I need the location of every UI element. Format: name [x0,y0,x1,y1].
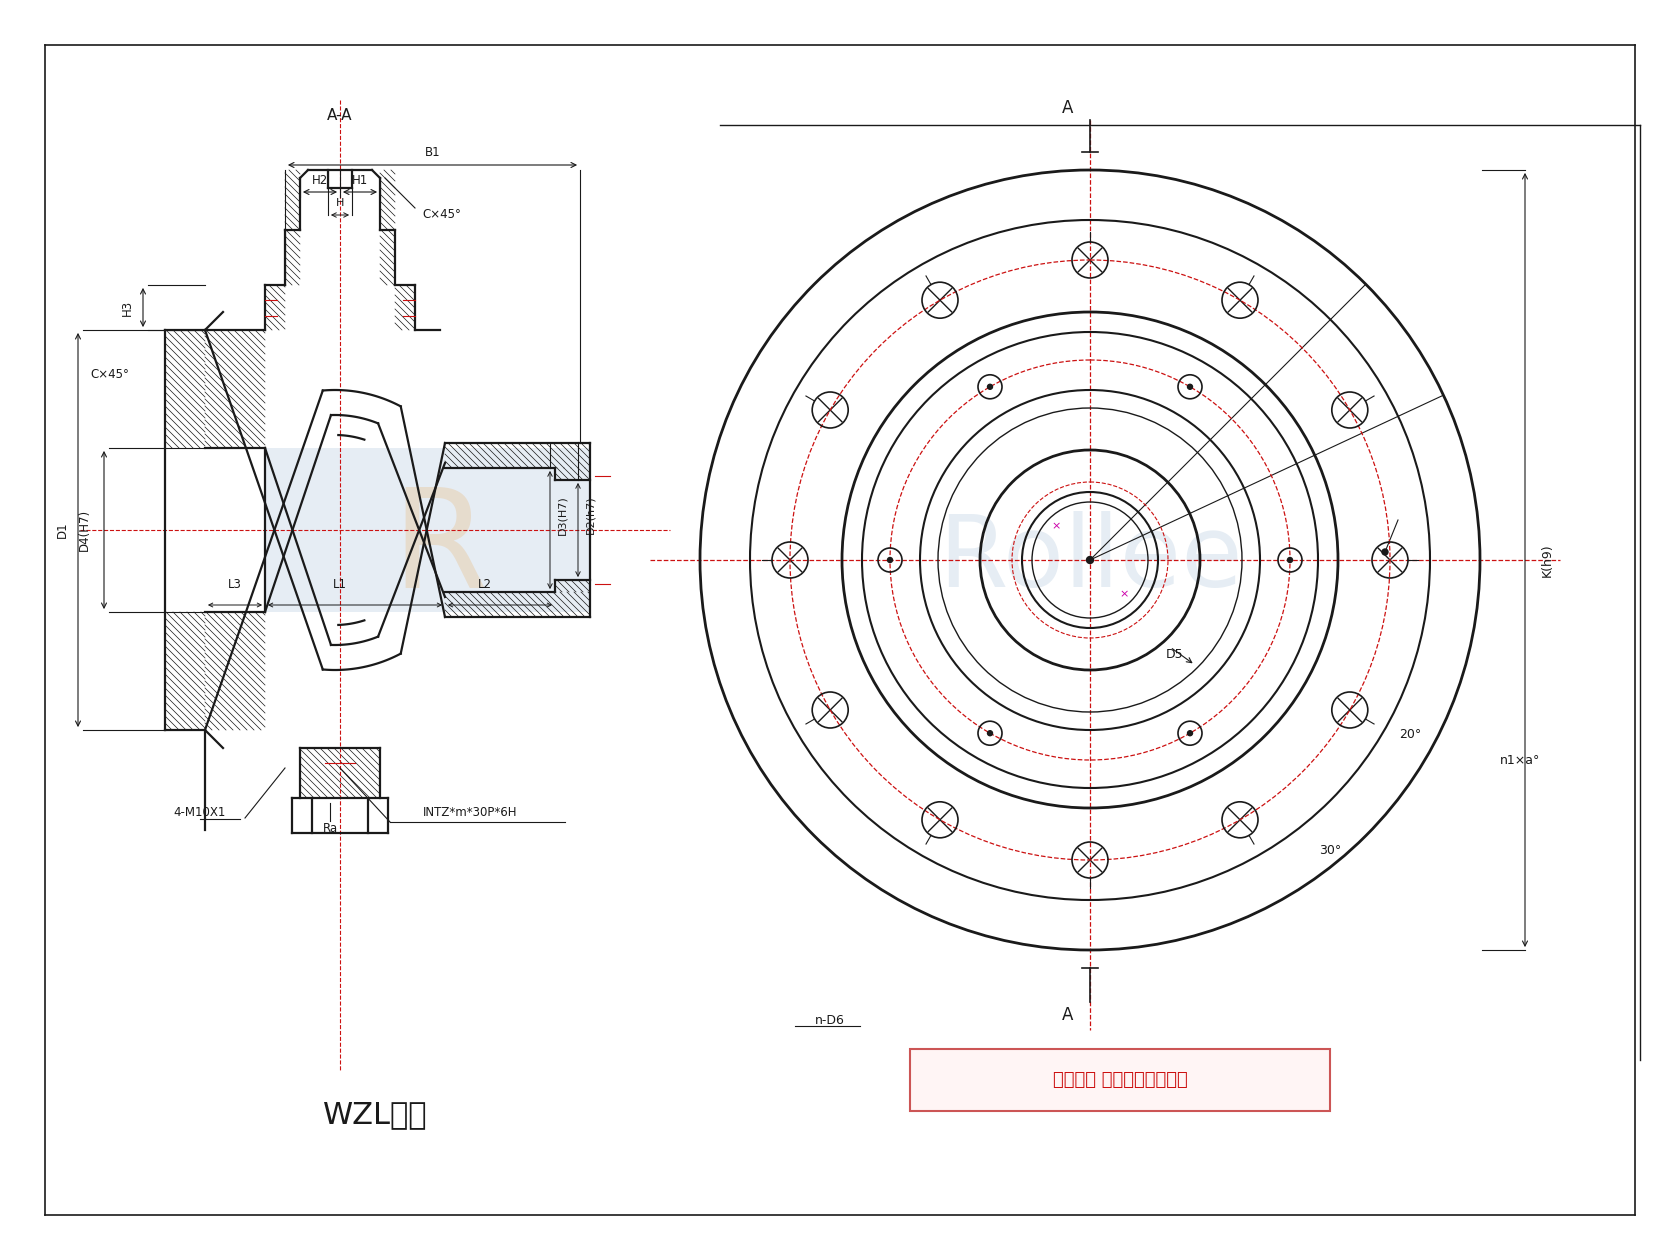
Text: L3: L3 [228,578,242,591]
Text: Rollee: Rollee [937,512,1242,609]
Text: ×: × [1119,588,1129,598]
Text: C×45°: C×45° [91,368,129,382]
Text: L2: L2 [479,578,492,591]
Text: 30°: 30° [1319,843,1341,857]
Circle shape [988,384,993,389]
Text: 4-M10X1: 4-M10X1 [173,806,227,819]
Bar [265,449,590,612]
Text: 版权所有 侵权必被严厉追究: 版权所有 侵权必被严厉追究 [1053,1071,1188,1089]
Circle shape [1087,557,1094,563]
Circle shape [1383,549,1388,554]
Text: H1: H1 [351,174,368,186]
Text: K(h9): K(h9) [1541,543,1554,577]
Circle shape [1287,557,1292,562]
Text: L1: L1 [333,578,348,591]
Circle shape [1188,384,1193,389]
Circle shape [1188,731,1193,736]
Text: C×45°: C×45° [423,208,462,222]
Text: D5: D5 [1166,649,1184,662]
Text: D2(h7): D2(h7) [585,495,595,534]
Text: D1: D1 [55,522,69,538]
Text: D3(H7): D3(H7) [558,495,568,536]
Text: A: A [1062,100,1074,117]
Text: 20°: 20° [1399,728,1421,741]
Text: B1: B1 [425,145,440,159]
Text: n-D6: n-D6 [815,1013,845,1027]
Text: H3: H3 [121,300,133,315]
Text: n1×a°: n1×a° [1500,753,1541,766]
Circle shape [887,557,892,562]
Bar [911,1050,1331,1111]
Text: INTZ*m*30P*6H: INTZ*m*30P*6H [423,806,517,819]
Text: H2: H2 [312,174,328,186]
Text: A-A: A-A [328,107,353,122]
Text: ×: × [1052,522,1060,530]
Circle shape [988,731,993,736]
Text: WZL系列: WZL系列 [323,1100,427,1129]
Text: Ra: Ra [323,822,338,834]
Text: R: R [391,483,489,617]
Text: D4(H7): D4(H7) [77,509,91,551]
Text: H: H [336,198,344,208]
Text: A: A [1062,1005,1074,1024]
